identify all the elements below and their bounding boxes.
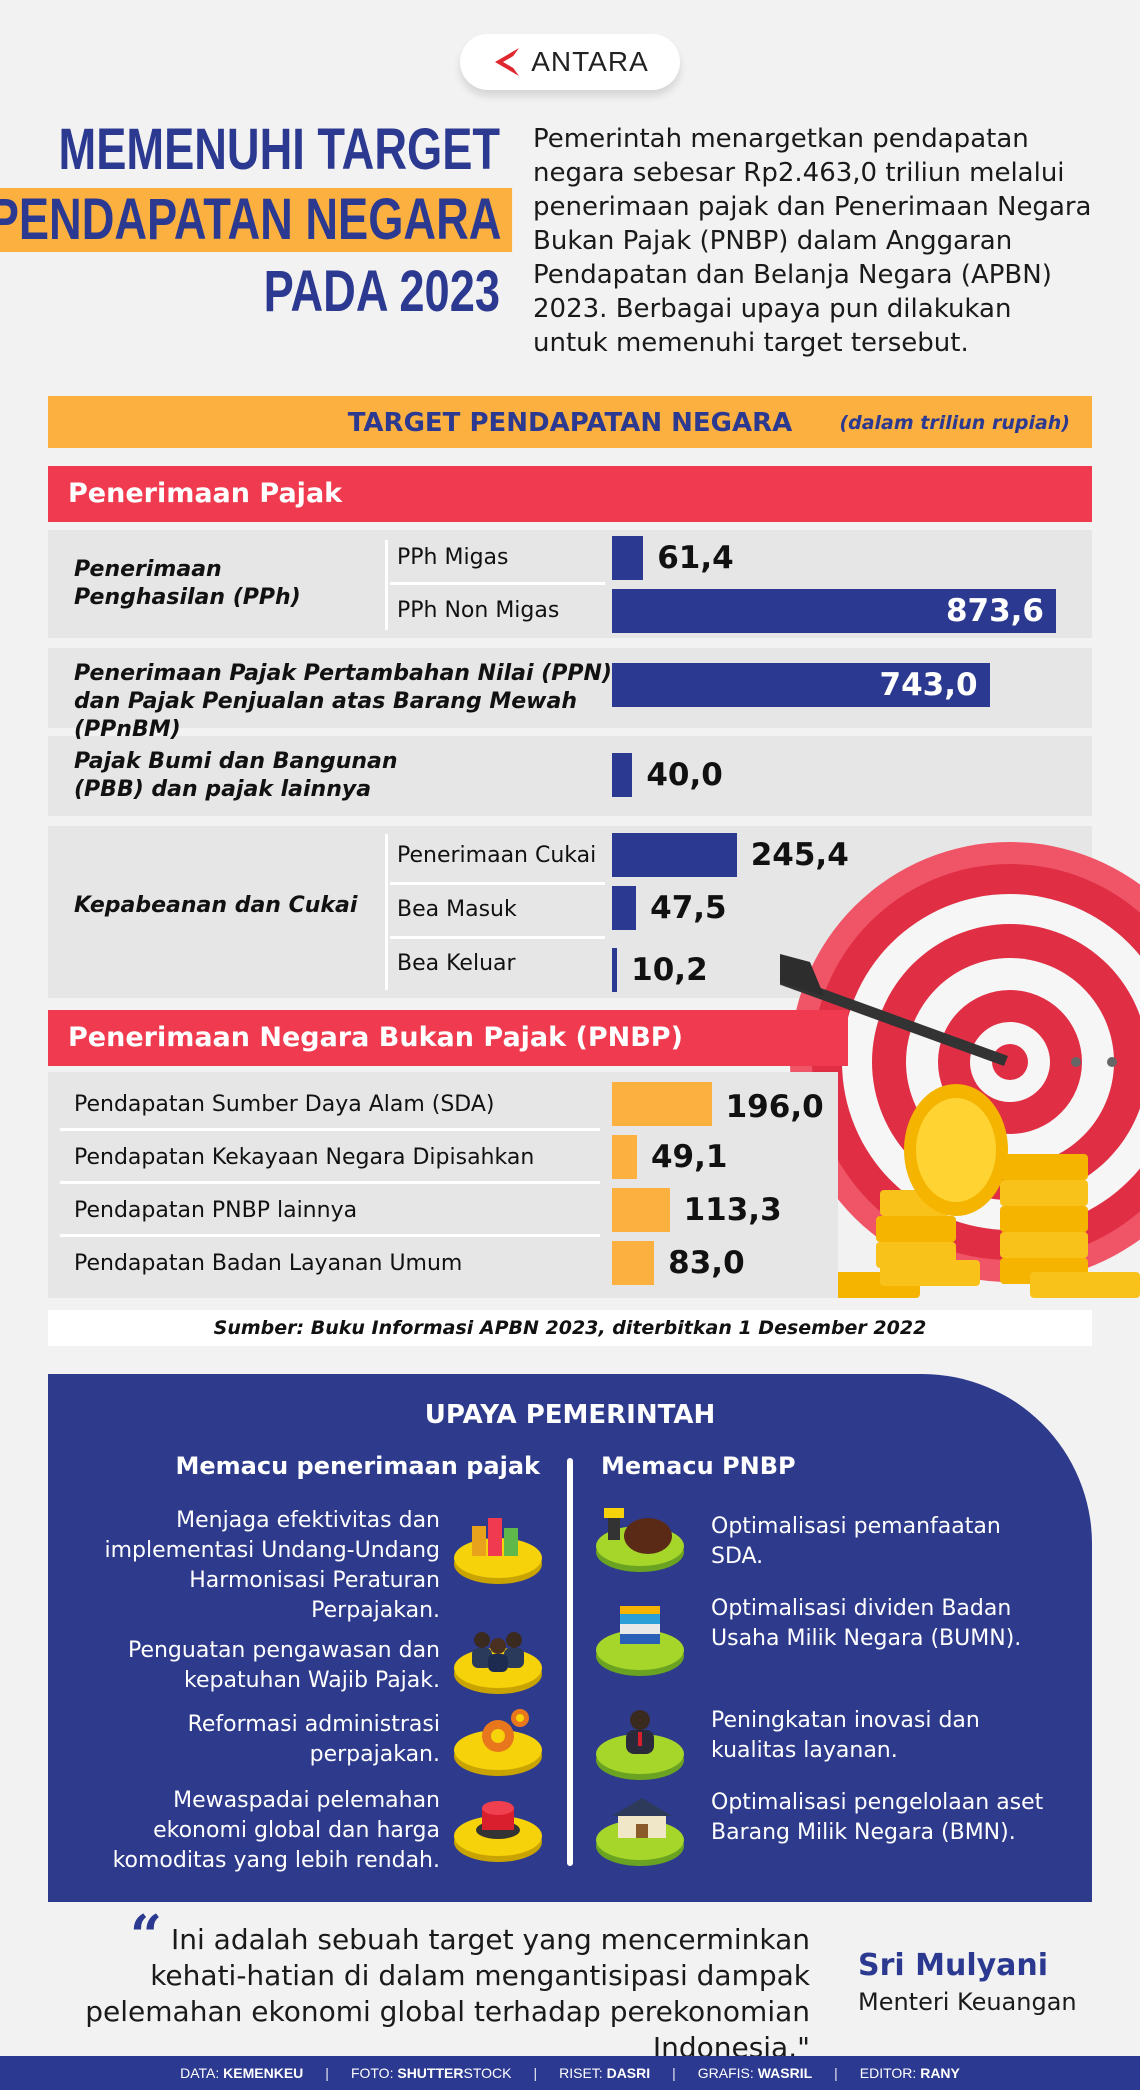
upaya-right-item: Optimalisasi pemanfaatan SDA. bbox=[711, 1514, 1001, 1569]
separator bbox=[60, 1181, 600, 1184]
bar-pnbp-blu bbox=[612, 1241, 655, 1285]
bar-pnbp-sda bbox=[612, 1082, 712, 1126]
credit-foto: FOTO: SHUTTERSTOCK bbox=[350, 2065, 512, 2081]
upaya-left-item: Mewaspadai pelemahan ekonomi global dan … bbox=[112, 1788, 440, 1873]
bar-pph-migas bbox=[612, 536, 644, 580]
separator bbox=[385, 834, 388, 990]
credit-data: DATA: KEMENKEU bbox=[180, 2065, 304, 2081]
separator bbox=[60, 1234, 600, 1237]
antara-logo: ANTARA bbox=[460, 34, 680, 90]
value-label-ppn: 743,0 bbox=[879, 667, 978, 703]
bar-ppn bbox=[612, 663, 990, 707]
speaker-role: Menteri Keuangan bbox=[858, 1988, 1077, 2016]
value-label-pnbp-kekayaan: 49,1 bbox=[650, 1139, 728, 1175]
alarm-button-icon bbox=[454, 1801, 542, 1862]
separator bbox=[390, 882, 605, 885]
bar-bea-keluar bbox=[612, 948, 618, 992]
value-label-bea-keluar: 10,2 bbox=[631, 952, 708, 988]
speaker-name: Sri Mulyani bbox=[858, 1948, 1049, 1983]
upaya-right-item: Optimalisasi dividen Badan Usaha Milik N… bbox=[711, 1596, 1022, 1651]
upaya-title: UPAYA PEMERINTAH bbox=[424, 1400, 716, 1430]
upaya-right-item: Optimalisasi pengelolaan aset Barang Mil… bbox=[711, 1790, 1044, 1845]
sub-label-pph-non-migas: PPh Non Migas bbox=[397, 598, 560, 623]
pnbp-label-sda: Pendapatan Sumber Daya Alam (SDA) bbox=[74, 1092, 495, 1117]
bar-bea-masuk bbox=[612, 886, 637, 930]
intro-paragraph: Pemerintah menargetkan pendapatan negara… bbox=[533, 124, 1092, 358]
target-header-bar bbox=[48, 396, 1092, 448]
documents-stack-icon bbox=[596, 1606, 684, 1676]
section-header-pnbp: Penerimaan Negara Bukan Pajak (PNBP) bbox=[48, 1010, 848, 1066]
target-dartboard-illustration bbox=[780, 842, 1140, 1298]
section-header-pajak: Penerimaan Pajak bbox=[48, 466, 1092, 522]
gear-icon bbox=[454, 1709, 542, 1776]
value-label-bea-masuk: 47,5 bbox=[650, 890, 727, 926]
value-label-pph-migas: 61,4 bbox=[657, 540, 734, 576]
separator bbox=[390, 582, 605, 585]
upaya-right-item: Peningkatan inovasi dan kualitas layanan… bbox=[711, 1708, 980, 1763]
upaya-left-item: Penguatan pengawasan dan kepatuhan Wajib… bbox=[127, 1638, 440, 1693]
bar-pbb bbox=[612, 753, 633, 797]
source-note: Sumber: Buku Informasi APBN 2023, diterb… bbox=[48, 1310, 1092, 1346]
separator bbox=[390, 936, 605, 939]
separator bbox=[385, 540, 388, 630]
upaya-right-title: Memacu PNBP bbox=[601, 1452, 796, 1480]
credit-riset: RISET: DASRI bbox=[559, 2065, 651, 2081]
separator bbox=[60, 1128, 600, 1131]
value-label-pnbp-sda: 196,0 bbox=[725, 1089, 824, 1125]
sub-label-bea-masuk: Bea Masuk bbox=[397, 897, 517, 922]
sub-label-pph-migas: PPh Migas bbox=[397, 545, 509, 570]
antara-mark-icon bbox=[495, 48, 520, 76]
chart-title: TARGET PENDAPATAN NEGARA bbox=[347, 408, 793, 438]
credit-grafis: GRAFIS: WASRIL bbox=[697, 2065, 813, 2081]
unit-note: (dalam triliun rupiah) bbox=[839, 412, 1070, 434]
mining-icon bbox=[596, 1508, 684, 1572]
upaya-left-title: Memacu penerimaan pajak bbox=[175, 1452, 540, 1480]
quote-mark-icon: “ bbox=[129, 1903, 163, 1969]
pnbp-label-blu: Pendapatan Badan Layanan Umum bbox=[74, 1251, 463, 1276]
column-divider bbox=[567, 1458, 573, 1866]
value-label-pph-non-migas: 873,6 bbox=[945, 593, 1044, 629]
title-line-1: MEMENUHI TARGET bbox=[58, 117, 500, 182]
upaya-left-item: Reformasi administrasi perpajakan. bbox=[187, 1712, 440, 1767]
value-label-pnbp-blu: 83,0 bbox=[668, 1245, 745, 1281]
coin-stack-icon bbox=[800, 1084, 1140, 1298]
quote-text: Ini adalah sebuah target yang mencermink… bbox=[85, 1923, 810, 2064]
title-line-3: PADA 2023 bbox=[263, 259, 500, 324]
category-cukai: Kepabeanan dan Cukai bbox=[74, 893, 358, 918]
row-group-pbb bbox=[48, 736, 1092, 816]
people-icon bbox=[454, 1632, 542, 1694]
title-line-2: PENDAPATAN NEGARA bbox=[0, 188, 512, 252]
person-icon bbox=[596, 1710, 684, 1780]
category-pph: Penerimaan Penghasilan (PPh) bbox=[74, 557, 301, 610]
category-pbb: Pajak Bumi dan Bangunan (PBB) dan pajak … bbox=[74, 749, 398, 802]
value-label-pnbp-lainnya: 113,3 bbox=[683, 1192, 782, 1228]
bar-cukai bbox=[612, 833, 737, 877]
pnbp-label-kekayaan: Pendapatan Kekayaan Negara Dipisahkan bbox=[74, 1145, 535, 1170]
logo-text: ANTARA bbox=[531, 46, 649, 77]
credits-footer: DATA: KEMENKEU | FOTO: SHUTTERSTOCK | RI… bbox=[0, 2056, 1140, 2090]
bar-pph-non-migas bbox=[612, 589, 1056, 633]
bar-chart-icon bbox=[454, 1518, 542, 1584]
sub-label-bea-keluar: Bea Keluar bbox=[397, 951, 516, 976]
quote-block: “ Ini adalah sebuah target yang mencermi… bbox=[40, 1908, 810, 2066]
sub-label-cukai: Penerimaan Cukai bbox=[397, 843, 597, 868]
pnbp-label-lainnya: Pendapatan PNBP lainnya bbox=[74, 1198, 358, 1223]
bar-pnbp-kekayaan bbox=[612, 1135, 637, 1179]
upaya-left-item: Menjaga efektivitas dan implementasi Und… bbox=[104, 1508, 440, 1623]
house-icon bbox=[596, 1798, 684, 1866]
bar-pnbp-lainnya bbox=[612, 1188, 670, 1232]
value-label-cukai: 245,4 bbox=[750, 837, 849, 873]
credit-editor: EDITOR: RANY bbox=[859, 2065, 960, 2081]
value-label-pbb: 40,0 bbox=[646, 757, 723, 793]
category-ppn: Penerimaan Pajak Pertambahan Nilai (PPN)… bbox=[74, 661, 612, 742]
